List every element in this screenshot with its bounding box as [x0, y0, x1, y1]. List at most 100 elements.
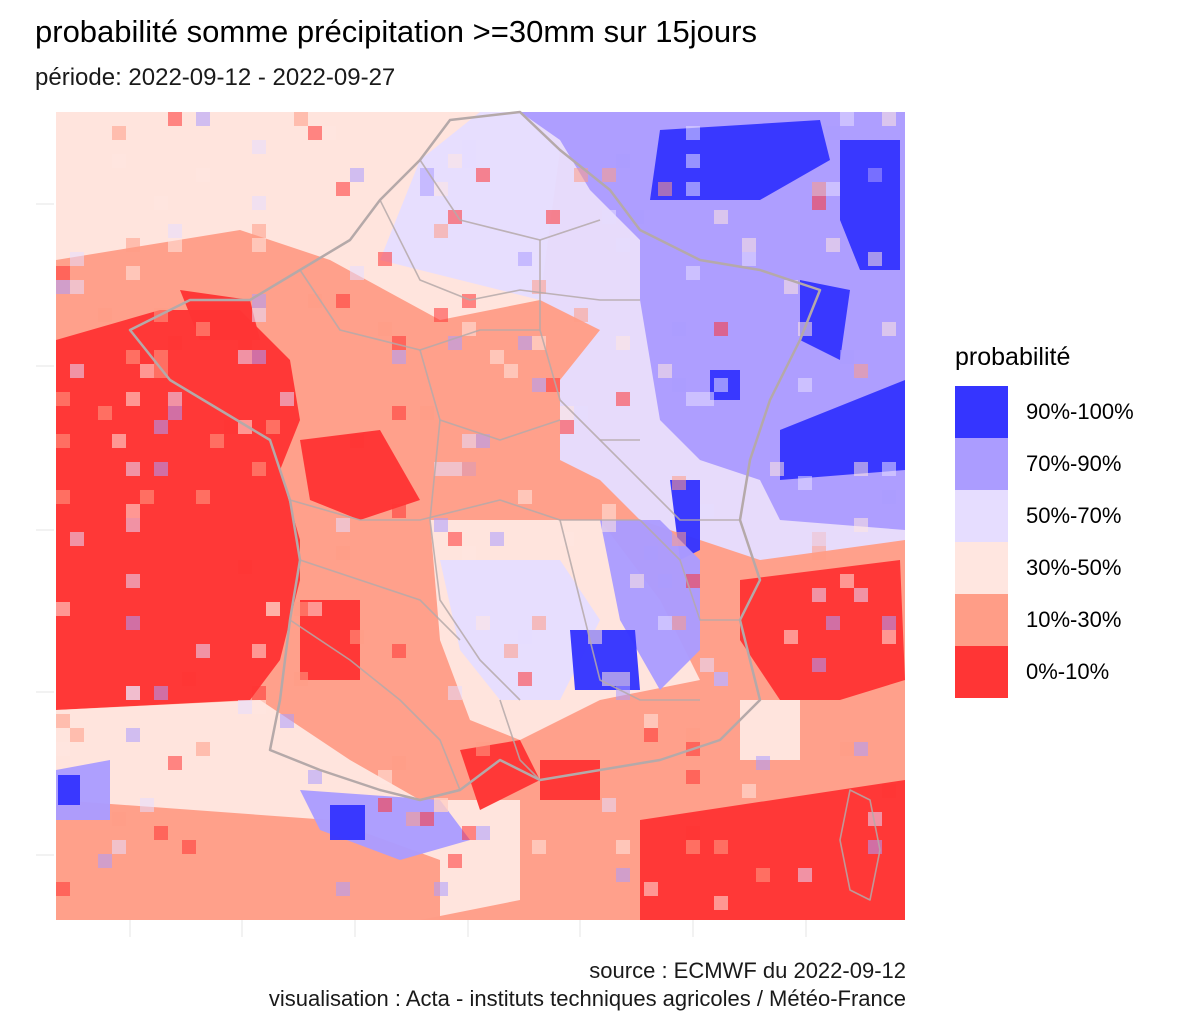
raster-cell — [126, 616, 140, 630]
raster-cell — [210, 434, 224, 448]
raster-cell — [812, 546, 826, 560]
raster-cell — [112, 126, 126, 140]
raster-cell — [798, 378, 812, 392]
probability-zone — [58, 775, 80, 805]
raster-cell — [168, 336, 182, 350]
probability-zone — [600, 520, 700, 690]
raster-cell — [882, 630, 896, 644]
raster-cell — [714, 840, 728, 854]
raster-cell — [672, 476, 686, 490]
raster-cell — [518, 336, 532, 350]
raster-cell — [126, 238, 140, 252]
raster-cell — [840, 112, 854, 126]
caption-visualisation: visualisation : Acta - instituts techniq… — [268, 986, 906, 1011]
region-border — [379, 199, 640, 301]
raster-cell — [238, 336, 252, 350]
raster-cell — [252, 224, 266, 238]
raster-cell — [154, 686, 168, 700]
raster-cell — [70, 364, 84, 378]
raster-cell — [812, 658, 826, 672]
raster-cell — [196, 644, 210, 658]
raster-cell — [112, 154, 126, 168]
raster-cell — [252, 196, 266, 210]
raster-cell — [154, 196, 168, 210]
raster-texture — [56, 112, 896, 910]
raster-cell — [350, 434, 364, 448]
raster-cell — [140, 490, 154, 504]
raster-cell — [826, 182, 840, 196]
legend-item: 50%-70% — [955, 490, 1134, 542]
raster-cell — [756, 756, 770, 770]
map-subtitle: période: 2022-09-12 - 2022-09-27 — [35, 64, 396, 91]
region-border — [289, 499, 640, 521]
raster-cell — [490, 532, 504, 546]
raster-cell — [126, 266, 140, 280]
raster-cell — [840, 574, 854, 588]
raster-cell — [196, 168, 210, 182]
probability-zone — [840, 140, 900, 270]
raster-cell — [518, 490, 532, 504]
raster-cell — [700, 392, 714, 406]
probability-zone — [300, 600, 360, 680]
raster-cell — [686, 126, 700, 140]
raster-cell — [252, 700, 266, 714]
raster-cell — [462, 826, 476, 840]
raster-cell — [518, 630, 532, 644]
legend-label: 50%-70% — [1026, 503, 1122, 528]
raster-cell — [840, 350, 854, 364]
raster-cell — [434, 462, 448, 476]
raster-cell — [882, 322, 896, 336]
raster-cell — [196, 112, 210, 126]
legend-label: 0%-10% — [1026, 659, 1110, 684]
legend-label: 90%-100% — [1026, 399, 1134, 424]
raster-cell — [392, 336, 406, 350]
raster-cell — [476, 434, 490, 448]
raster-cell — [854, 364, 868, 378]
raster-cell — [686, 770, 700, 784]
raster-cell — [658, 364, 672, 378]
raster-cell — [448, 686, 462, 700]
region-border — [429, 419, 521, 701]
raster-cell — [644, 714, 658, 728]
raster-cell — [854, 742, 868, 756]
raster-cell — [294, 602, 308, 616]
raster-cell — [280, 392, 294, 406]
raster-cell — [616, 672, 630, 686]
map-title: probabilité somme précipitation >=30mm s… — [35, 14, 757, 49]
probability-zone — [330, 805, 365, 840]
raster-cell — [56, 490, 70, 504]
raster-cell — [238, 350, 252, 364]
raster-cell — [252, 644, 266, 658]
raster-cell — [868, 252, 882, 266]
raster-cell — [518, 252, 532, 266]
raster-cell — [392, 350, 406, 364]
raster-cell — [154, 350, 168, 364]
legend-label: 10%-30% — [1026, 607, 1122, 632]
raster-cell — [336, 546, 350, 560]
raster-cell — [742, 252, 756, 266]
raster-cell — [602, 504, 616, 518]
legend-item: 10%-30% — [955, 594, 1134, 646]
raster-cell — [714, 322, 728, 336]
raster-cell — [392, 756, 406, 770]
raster-cell — [532, 616, 546, 630]
raster-cell — [56, 280, 70, 294]
legend-swatch — [955, 386, 1008, 438]
raster-cell — [644, 728, 658, 742]
raster-cell — [504, 364, 518, 378]
region-border — [839, 789, 881, 901]
raster-cell — [168, 406, 182, 420]
raster-cell — [826, 238, 840, 252]
raster-cell — [126, 574, 140, 588]
raster-cell — [434, 224, 448, 238]
raster-cell — [56, 602, 70, 616]
raster-cell — [406, 812, 420, 826]
raster-cell — [560, 420, 574, 434]
raster-cell — [798, 868, 812, 882]
raster-cell — [882, 462, 896, 476]
raster-cell — [252, 308, 266, 322]
region-border — [299, 559, 461, 641]
raster-cell — [336, 518, 350, 532]
raster-cell — [700, 658, 714, 672]
raster-cell — [714, 378, 728, 392]
